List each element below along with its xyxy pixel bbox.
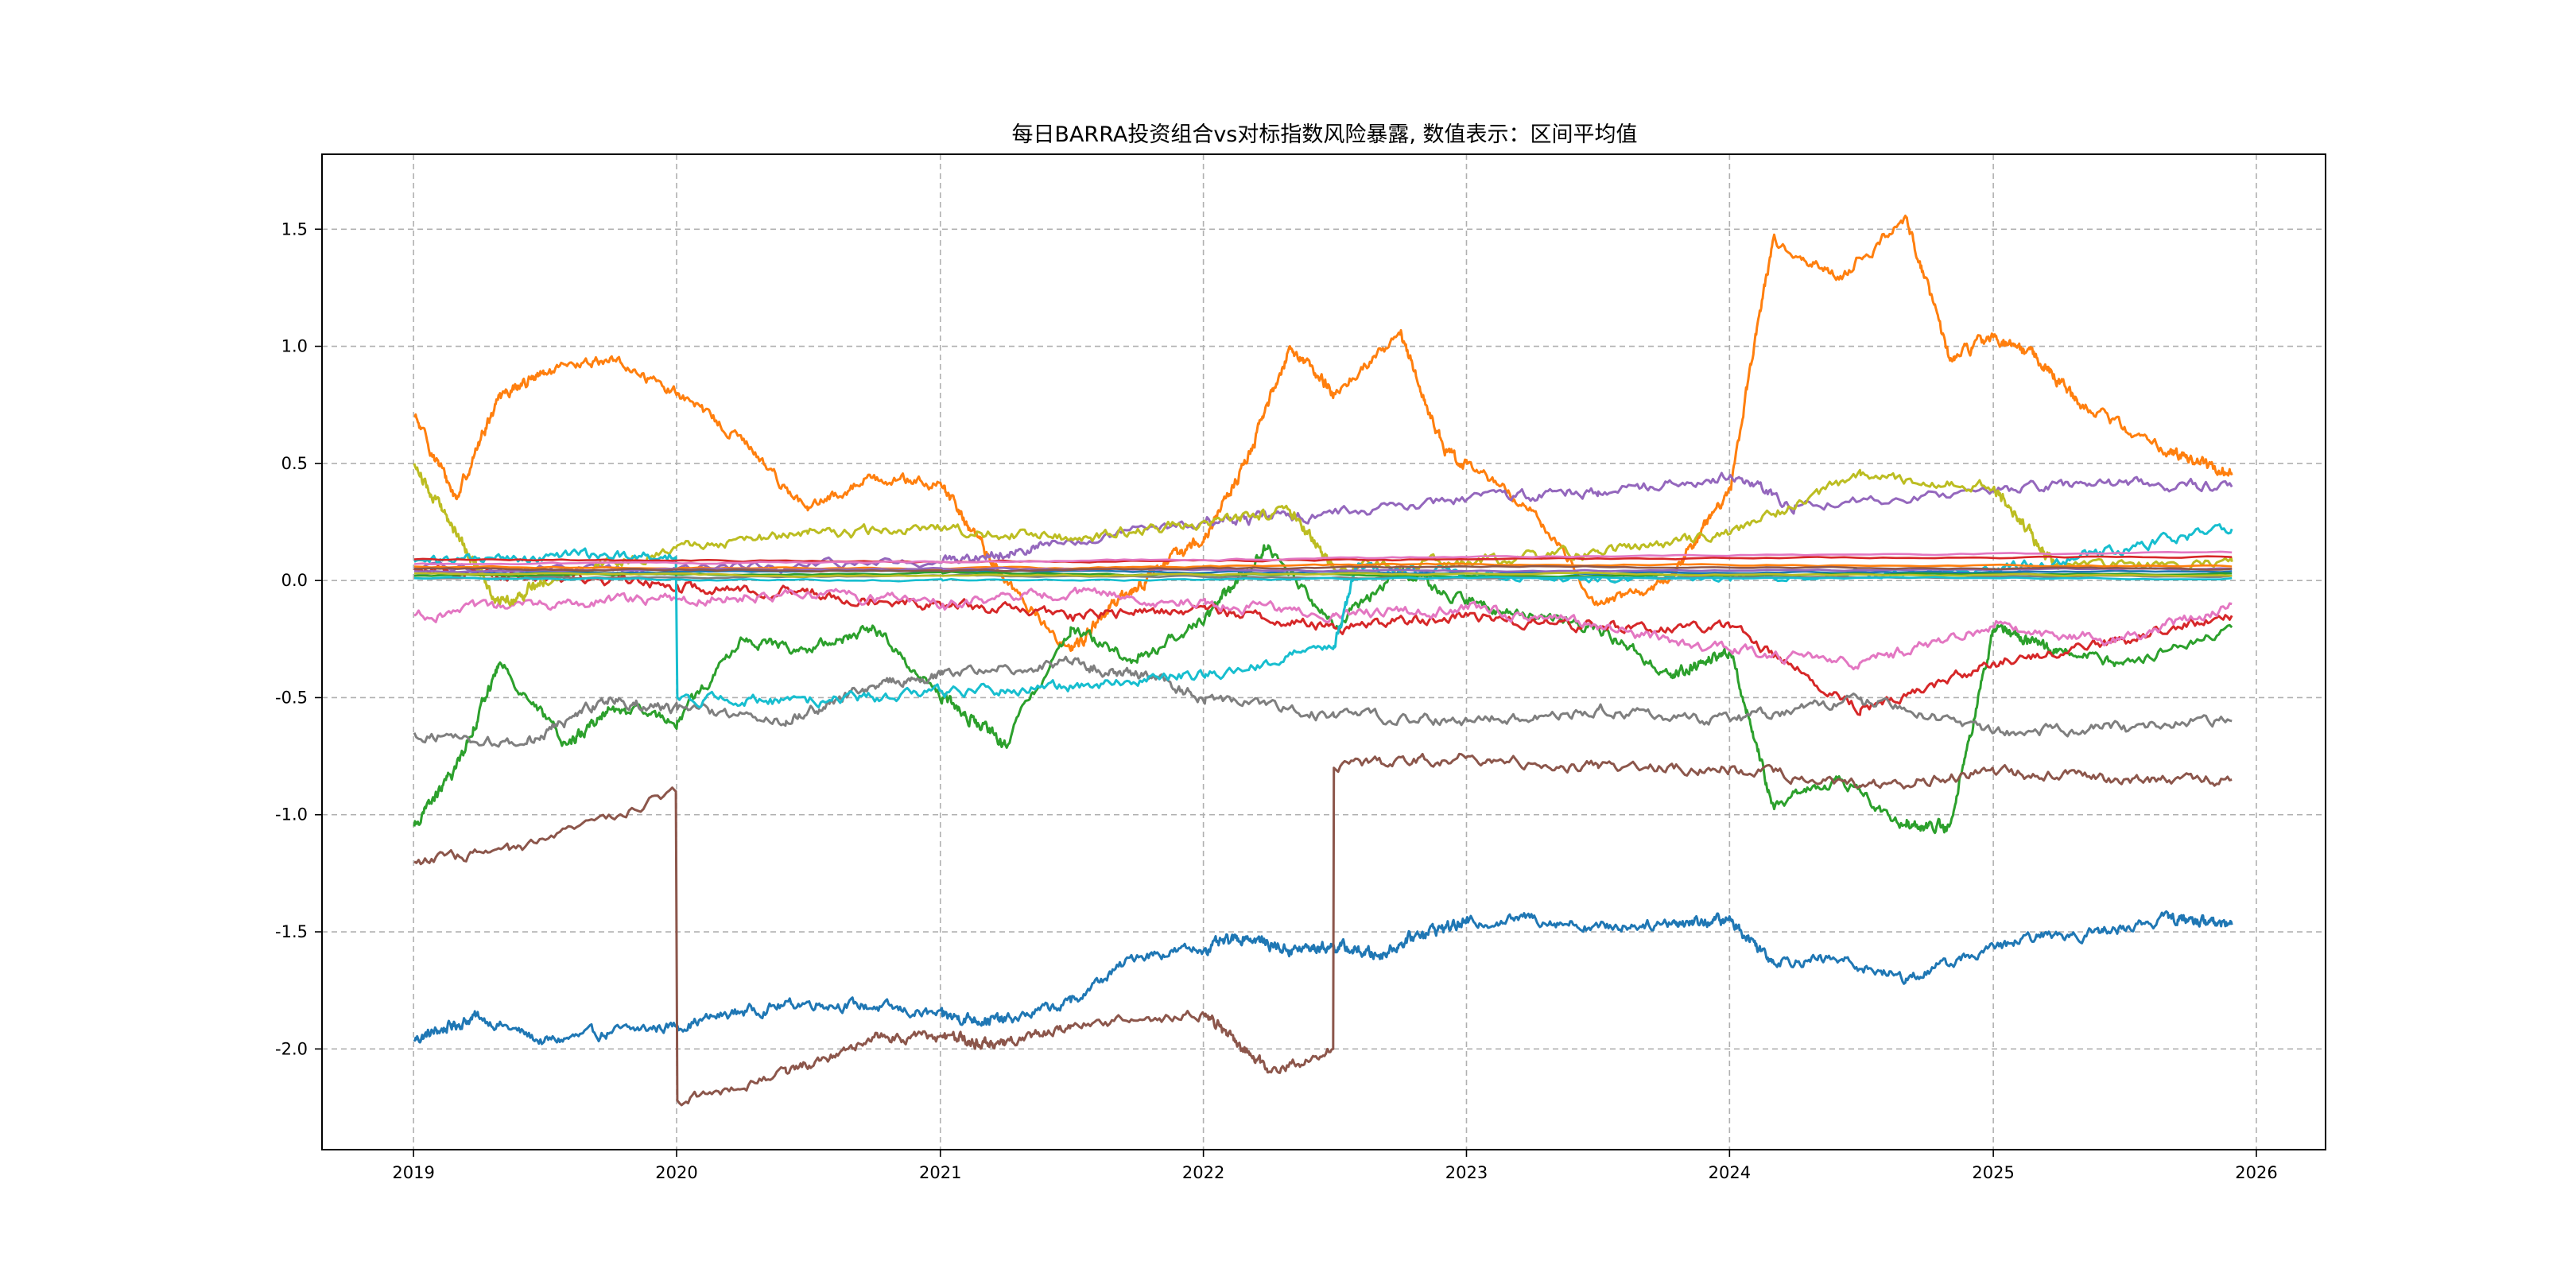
series-line-8 [413,655,2233,748]
y-tick-label: -2.0 [275,1039,308,1058]
series-line-17 [413,550,2233,565]
series-line-4 [413,564,2233,716]
axis-layer: 2019 2020 2021 2022 2023 2024 2025 2026 -2.0 -1.5… [275,219,2278,1182]
x-tick-label: 2024 [1709,1163,1751,1182]
series-line-1 [413,910,2233,1046]
series-line-9 [413,463,2233,607]
x-tick-label: 2026 [2235,1163,2277,1182]
series-line-2 [413,214,2233,652]
x-tick-label: 2022 [1182,1163,1224,1182]
y-tick-label: -1.0 [275,805,308,824]
x-tick-label: 2021 [919,1163,961,1182]
y-tick-label: 1.0 [281,337,308,356]
series-line-7 [413,586,2233,671]
plot-frame [321,153,2326,1150]
series-line-20 [413,576,2233,583]
series-line-18 [413,573,2233,580]
series-layer [413,214,2233,1107]
series-line-16 [413,564,2233,573]
x-tick-label: 2020 [655,1163,697,1182]
chart-title: 每日BARRA投资组合vs对标指数风险暴露, 数值表示：区间平均值 [1011,122,1637,147]
y-tick-label: 0.0 [281,571,308,590]
y-tick-label: -0.5 [275,688,308,707]
x-tick-label: 2025 [1972,1163,2014,1182]
x-tick-label: 2023 [1445,1163,1488,1182]
y-tick-label: 1.5 [281,219,308,239]
y-tick-label: 0.5 [281,454,308,473]
series-line-19 [413,572,2233,578]
series-line-6 [413,752,2233,1107]
series-line-3 [413,544,2233,835]
x-tick-label: 2019 [392,1163,434,1182]
y-tick-label: -1.5 [275,922,308,941]
